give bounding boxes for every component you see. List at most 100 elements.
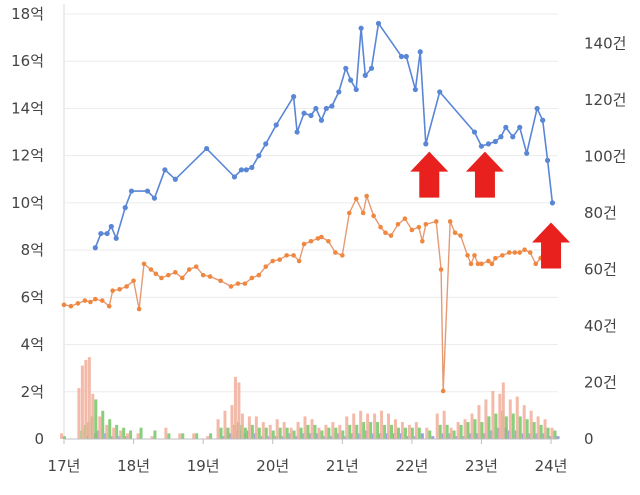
volume-bar	[428, 430, 432, 439]
count-point	[153, 271, 159, 277]
count-point	[452, 230, 458, 236]
volume-bar	[539, 424, 543, 439]
volume-bar	[153, 430, 157, 439]
volume-bar	[376, 422, 380, 439]
count-point	[395, 222, 401, 227]
count-point	[364, 193, 369, 199]
volume-bar	[216, 419, 220, 439]
price-point	[231, 174, 238, 180]
volume-bar	[484, 399, 488, 439]
x-tick-label: 21년	[326, 457, 359, 475]
volume-bar	[94, 399, 98, 439]
count-point	[353, 196, 359, 202]
price-point	[510, 134, 516, 140]
volume-bar	[254, 416, 258, 439]
count-point	[141, 261, 147, 267]
volume-bar	[341, 430, 345, 439]
price-point	[238, 167, 245, 173]
volume-bar	[275, 419, 279, 439]
volume-bar	[150, 436, 154, 439]
volume-bar	[247, 416, 251, 439]
count-point	[228, 284, 234, 289]
price-point	[313, 105, 319, 112]
volume-bar	[396, 427, 400, 439]
volume-bar	[334, 427, 338, 439]
volume-bar	[438, 424, 442, 439]
volume-bar	[63, 436, 66, 439]
volume-bar	[522, 405, 526, 439]
volume-bars	[60, 357, 560, 439]
count-point	[148, 267, 154, 272]
volume-bar	[91, 393, 95, 439]
volume-bar	[271, 430, 275, 439]
y-right-tick-label: 120건	[584, 91, 626, 109]
price-point	[517, 124, 523, 130]
y-left-tick-label: 4억	[21, 336, 44, 354]
count-point	[378, 224, 383, 230]
volume-bar	[355, 424, 359, 439]
count-point	[173, 270, 178, 275]
volume-bar	[546, 427, 550, 439]
x-tick-label: 24년	[535, 457, 568, 475]
price-point	[362, 72, 368, 78]
volume-bar	[515, 396, 519, 439]
price-point	[162, 167, 168, 173]
count-point	[256, 272, 262, 278]
volume-bar	[299, 427, 303, 439]
volume-bar	[192, 433, 196, 439]
annotations	[410, 151, 571, 269]
price-point	[249, 164, 255, 171]
count-point	[512, 250, 518, 255]
price-point	[92, 245, 98, 251]
price-point	[204, 145, 210, 152]
x-tick-label: 22년	[395, 457, 428, 475]
count-point	[416, 224, 422, 230]
volume-bar	[237, 382, 241, 439]
price-point	[172, 176, 178, 182]
volume-bar	[393, 419, 397, 439]
volume-bar	[108, 419, 112, 439]
price-point	[128, 188, 135, 194]
volume-bar	[480, 422, 484, 439]
price-point	[485, 141, 492, 147]
price-point	[423, 141, 429, 147]
y-left-tick-label: 0	[34, 430, 44, 448]
count-point	[489, 261, 495, 267]
volume-bar	[285, 427, 289, 439]
volume-bar	[470, 413, 474, 439]
count-point	[475, 261, 481, 267]
y-left-tick-label: 2억	[21, 383, 44, 401]
volume-bar	[463, 419, 467, 439]
volume-bar	[431, 436, 435, 439]
count-point	[527, 250, 533, 255]
price-point	[471, 129, 478, 135]
volume-bar	[122, 427, 126, 439]
volume-bar	[518, 416, 522, 439]
volume-bar	[105, 424, 109, 439]
count-point	[420, 238, 425, 244]
count-point	[61, 302, 67, 308]
price-point	[549, 200, 556, 206]
volume-bar	[98, 416, 102, 439]
count-point	[315, 236, 321, 241]
count-point	[486, 258, 491, 264]
count-point	[68, 303, 74, 309]
y-right-tick-label: 140건	[584, 35, 626, 53]
count-point	[517, 250, 523, 255]
count-point	[88, 299, 93, 305]
price-point	[308, 112, 314, 119]
price-point	[353, 86, 359, 93]
price-point	[318, 117, 325, 123]
volume-bar	[504, 416, 508, 439]
y-right-tick-label: 40건	[584, 317, 617, 335]
count-point	[93, 296, 98, 302]
price-point	[403, 53, 409, 60]
volume-bar	[543, 419, 547, 439]
volume-bar	[425, 427, 429, 439]
count-point	[402, 216, 408, 221]
price-point	[243, 167, 249, 173]
volume-bar	[327, 427, 331, 439]
price-point	[412, 86, 418, 93]
volume-bar	[400, 422, 404, 439]
count-point	[166, 272, 171, 278]
